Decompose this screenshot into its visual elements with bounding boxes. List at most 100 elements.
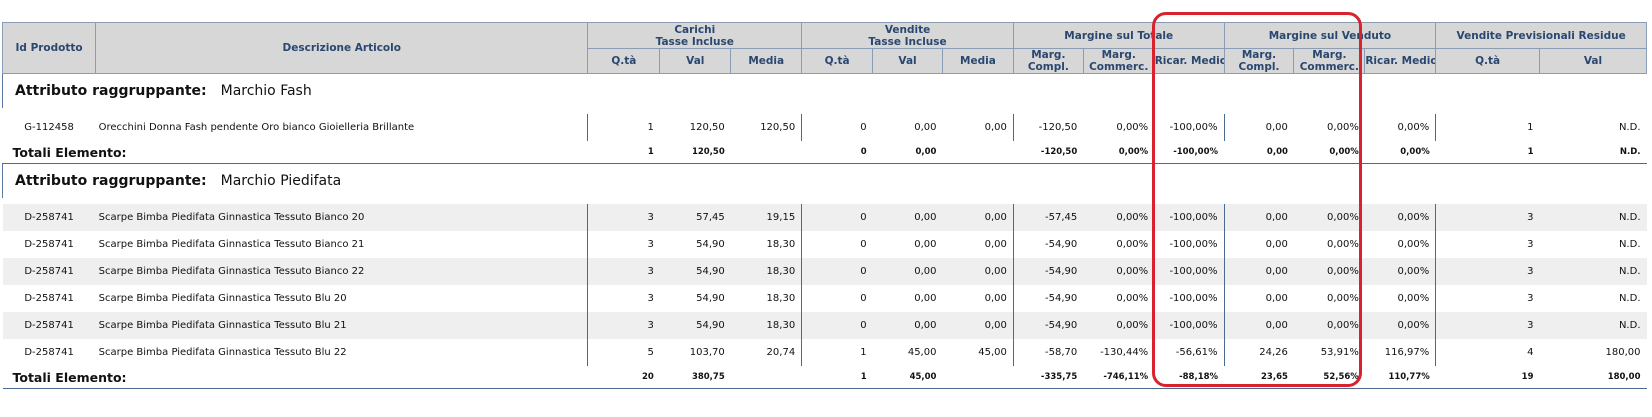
cell-p-qta: 3 xyxy=(1527,239,1534,250)
col-previsionali-header: Vendite Previsionali Residue xyxy=(1435,22,1647,49)
group-header: Attributo raggruppante: Marchio Fash xyxy=(2,73,1647,108)
cell-mv-comm: 0,00% xyxy=(1327,122,1359,133)
cell-p-val: N.D. xyxy=(1539,258,1647,285)
cell-mt-ricar: -100,00% xyxy=(1154,285,1225,312)
cell-mt-comm: 0,00% xyxy=(1083,258,1155,285)
cell-v-qta: 0 xyxy=(801,312,873,339)
cell-p-val: N.D. xyxy=(1618,293,1641,304)
group-header: Attributo raggruppante: Marchio Piedifata xyxy=(2,163,1647,198)
cell-empty xyxy=(942,366,1014,389)
cell-mv-comm: 0,00% xyxy=(1293,312,1365,339)
report-table: Id Prodotto Descrizione Articolo Carichi… xyxy=(1,22,1647,389)
cell-mv-ricar: 0,00% xyxy=(1364,114,1437,141)
cell-mt-comm: -130,44% xyxy=(1100,347,1149,358)
col-margine-venduto-header: Margine sul Venduto xyxy=(1223,22,1437,49)
total-c-qta: 20 xyxy=(587,366,660,389)
total-mt-compl: -335,75 xyxy=(1013,366,1084,389)
sub-marg-compl: Marg. Compl. xyxy=(1223,48,1295,74)
total-mv-compl: 0,00 xyxy=(1224,141,1294,164)
cell-mt-comm: 0,00% xyxy=(1116,293,1149,304)
cell-mt-compl: -120,50 xyxy=(1038,122,1078,133)
total-mv-ricar: 0,00% xyxy=(1364,141,1436,164)
total-mv-comm: 52,56% xyxy=(1293,366,1365,389)
cell-v-val: 45,00 xyxy=(907,347,937,358)
cell-v-qta: 0 xyxy=(860,122,867,133)
cell-v-val: 0,00 xyxy=(914,122,937,133)
cell-c-qta: 3 xyxy=(647,293,654,304)
cell-v-media: 0,00 xyxy=(942,204,1014,231)
total-mt-comm: 0,00% xyxy=(1083,141,1155,164)
cell-mt-ricar: -100,00% xyxy=(1154,204,1225,231)
cell-c-qta: 3 xyxy=(587,312,660,339)
cell-mt-ricar: -100,00% xyxy=(1154,114,1225,141)
cell-mt-compl: -54,90 xyxy=(1045,239,1078,250)
cell-mv-comm: 0,00% xyxy=(1293,258,1365,285)
cell-v-media: 0,00 xyxy=(942,258,1014,285)
cell-v-qta: 0 xyxy=(801,258,873,285)
cell-mv-ricar: 0,00% xyxy=(1364,258,1437,285)
cell-p-val: 180,00 xyxy=(1605,347,1641,358)
cell-c-media: 120,50 xyxy=(730,114,803,141)
cell-mv-ricar: 0,00% xyxy=(1364,285,1437,312)
cell-mt-compl: -58,70 xyxy=(1045,347,1078,358)
cell-v-val: 0,00 xyxy=(872,312,943,339)
cell-mt-ricar: -100,00% xyxy=(1154,312,1225,339)
sub-marg-compl: Marg. Compl. xyxy=(1012,48,1084,74)
product-id: D-258741 xyxy=(2,258,96,285)
total-p-qta: 19 xyxy=(1435,366,1540,389)
product-id: D-258741 xyxy=(24,347,74,358)
cell-c-val: 54,90 xyxy=(659,258,731,285)
table-row: D-258741 Scarpe Bimba Piedifata Ginnastic… xyxy=(2,312,1647,339)
col-margine-totale-header: Margine sul Totale xyxy=(1012,22,1225,49)
report: Id Prodotto Descrizione Articolo Carichi… xyxy=(1,22,1647,389)
cell-p-val: N.D. xyxy=(1539,312,1647,339)
table-row: D-258741 Scarpe Bimba Piedifata Ginnastic… xyxy=(2,258,1647,285)
cell-mv-comm: 0,00% xyxy=(1327,293,1359,304)
cell-p-val: N.D. xyxy=(1618,122,1641,133)
cell-c-media: 18,30 xyxy=(730,231,803,258)
cell-c-qta: 5 xyxy=(647,347,654,358)
cell-p-qta: 3 xyxy=(1527,293,1534,304)
product-id: D-258741 xyxy=(24,293,74,304)
product-description: Scarpe Bimba Piedifata Ginnastica Tessut… xyxy=(95,231,589,258)
cell-p-val: N.D. xyxy=(1539,204,1647,231)
sub-val: Val xyxy=(1539,48,1647,74)
total-v-qta: 0 xyxy=(801,141,873,164)
totals-row: Totali Elemento: 20 380,75 1 45,00 -335,75 -74… xyxy=(2,366,1647,389)
cell-mt-compl: -54,90 xyxy=(1013,258,1084,285)
group-name: Marchio Fash xyxy=(220,83,312,99)
total-mv-compl: 23,65 xyxy=(1224,366,1294,389)
sub-ricar-medio: Ricar. Medio xyxy=(1364,48,1437,74)
col-desc-header: Descrizione Articolo xyxy=(95,22,589,74)
cell-mt-comm: 0,00% xyxy=(1083,204,1155,231)
sub-qta: Q.tà xyxy=(1435,48,1540,74)
cell-v-qta: 0 xyxy=(860,239,867,250)
cell-mv-compl: 0,00 xyxy=(1224,258,1294,285)
table-row: D-258741 Scarpe Bimba Piedifata Ginnastic… xyxy=(3,339,1647,366)
total-v-val: 0,00 xyxy=(872,141,943,164)
col-id-header: Id Prodotto xyxy=(1,22,97,74)
cell-mv-ricar: 0,00% xyxy=(1364,312,1437,339)
cell-c-media: 18,30 xyxy=(730,312,803,339)
cell-v-val: 0,00 xyxy=(872,258,943,285)
cell-mt-compl: -54,90 xyxy=(1013,312,1084,339)
total-c-val: 120,50 xyxy=(659,141,731,164)
sub-ricar-medio: Ricar. Medio xyxy=(1153,48,1225,74)
table-body: Attributo raggruppante: Marchio Fash G-112… xyxy=(2,73,1647,389)
cell-v-qta: 0 xyxy=(801,204,873,231)
cell-mv-compl: 0,00 xyxy=(1265,293,1288,304)
cell-v-media: 0,00 xyxy=(942,231,1014,258)
cell-v-val: 0,00 xyxy=(914,293,937,304)
cell-p-qta: 4 xyxy=(1527,347,1534,358)
cell-mt-ricar: -100,00% xyxy=(1154,258,1225,285)
cell-empty xyxy=(730,366,802,389)
cell-mv-ricar: 0,00% xyxy=(1364,204,1437,231)
table-row: D-258741 Scarpe Bimba Piedifata Ginnastic… xyxy=(2,204,1647,231)
total-mt-ricar: -100,00% xyxy=(1154,141,1225,164)
product-description: Scarpe Bimba Piedifata Ginnastica Tessut… xyxy=(95,204,589,231)
product-id: G-112458 xyxy=(24,122,74,133)
cell-mv-comm: 53,91% xyxy=(1320,347,1359,358)
cell-p-val: N.D. xyxy=(1618,239,1641,250)
table-row: G-112458 Orecchini Donna Fash pendente Or… xyxy=(3,114,1647,141)
total-p-val: N.D. xyxy=(1539,141,1647,164)
